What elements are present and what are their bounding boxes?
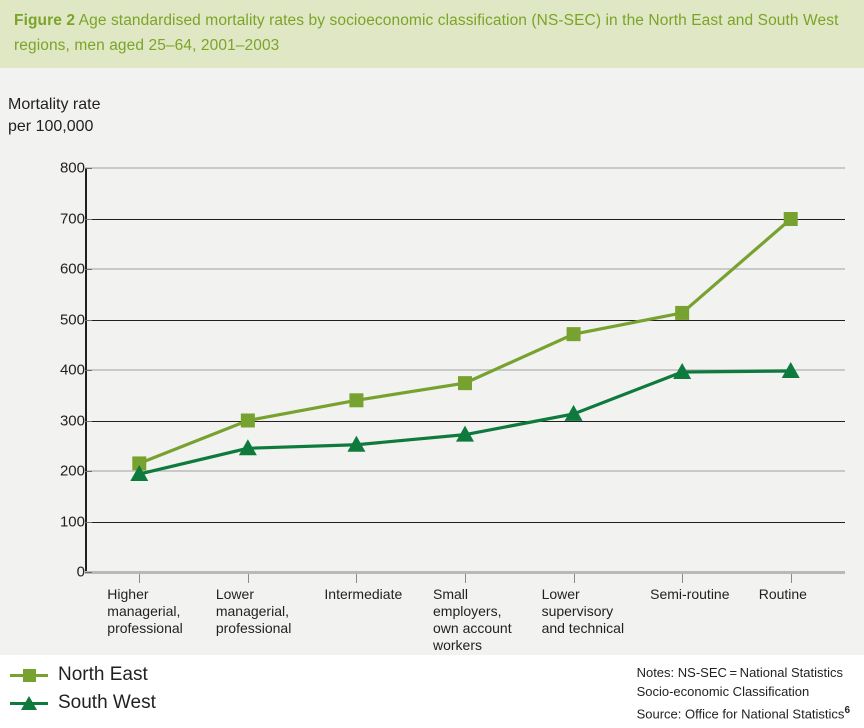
y-tick-label-600: 600 (59, 260, 85, 278)
data-point-south-west-1 (238, 439, 257, 456)
y-axis-title-line2: per 100,000 (8, 118, 94, 135)
data-point-north-east-2 (349, 393, 364, 408)
y-tick-label-800: 800 (59, 159, 85, 177)
y-tick-mark-600 (85, 269, 92, 270)
data-point-south-west-6 (781, 362, 800, 379)
legend-label-south-west: South West (58, 692, 156, 713)
y-tick-label-700: 700 (59, 210, 85, 227)
x-tick-mark-3 (465, 574, 466, 583)
y-tick-mark-0 (85, 572, 92, 573)
data-point-south-west-0 (130, 465, 149, 482)
x-category-label-6: Routine (758, 586, 807, 602)
x-category-label-5: Semi-routine (650, 586, 730, 602)
chart-footer: North East South West Notes: NS-SEC = Na… (0, 655, 864, 728)
x-category-label-1: Lower managerial, professional (215, 586, 292, 636)
x-tick-mark-1 (247, 574, 249, 583)
y-tick-label-200: 200 (59, 462, 85, 480)
source-reference-number: 6 (844, 705, 850, 716)
chart-plot-region: Mortality rate per 100,000 0 100 200 300 400… (0, 68, 864, 655)
legend-label-north-east: North East (58, 664, 148, 685)
x-tick-mark-2 (356, 574, 358, 583)
x-tick-mark-0 (139, 574, 141, 583)
legend-marker-triangle-icon (10, 694, 48, 712)
data-point-south-west-5 (673, 363, 692, 380)
x-axis-line (85, 571, 845, 574)
y-axis-title-line1: Mortality rate (8, 96, 101, 113)
y-tick-mark-800 (85, 168, 92, 169)
x-category-label-4: Lower supervisory and technical (541, 586, 625, 636)
y-tick-label-500: 500 (59, 311, 85, 328)
chart-legend: North East South West (10, 661, 156, 717)
x-tick-mark-6 (790, 574, 792, 583)
y-tick-mark-300 (85, 420, 92, 422)
figure-title: Figure 2 Age standardised mortality rate… (14, 8, 850, 58)
chart-notes: Notes: NS-SEC = National Statistics Soci… (637, 663, 850, 723)
x-axis-category-labels: Higher managerial, professional Lower man… (85, 586, 864, 656)
y-tick-mark-500 (85, 319, 92, 321)
figure-title-text: Age standardised mortality rates by soci… (14, 12, 839, 54)
y-tick-label-0: 0 (76, 563, 85, 581)
y-tick-label-300: 300 (59, 412, 85, 429)
gridline-100 (85, 521, 845, 523)
y-tick-mark-200 (85, 471, 92, 472)
data-series-layer (130, 212, 800, 482)
data-point-north-east-6 (783, 212, 798, 227)
gridline-700 (85, 218, 845, 220)
legend-item-north-east: North East (10, 661, 156, 689)
data-point-north-east-1 (240, 413, 255, 428)
notes-line-3: Source: Office for National Statistics6 (637, 701, 850, 723)
x-axis-ticks (85, 574, 845, 584)
data-point-north-east-0 (132, 456, 147, 471)
x-category-label-0: Higher managerial, professional (107, 586, 183, 636)
data-point-south-west-3 (456, 425, 474, 442)
gridline-600 (85, 268, 845, 270)
gridline-300 (85, 420, 845, 422)
y-axis-ticks: 0 100 200 300 400 500 600 700 800 (31, 160, 92, 581)
y-axis-title: Mortality rate per 100,000 (8, 94, 100, 138)
gridline-400 (85, 369, 845, 371)
data-point-north-east-5 (675, 305, 690, 320)
gridline-800 (85, 167, 845, 169)
data-point-south-west-2 (347, 435, 366, 452)
y-tick-mark-700 (85, 218, 92, 220)
y-tick-label-400: 400 (59, 361, 85, 379)
gridline-200 (85, 470, 845, 472)
x-tick-mark-4 (573, 574, 575, 583)
gridline-500 (85, 319, 845, 321)
data-point-north-east-3 (458, 376, 472, 391)
y-axis-line (85, 168, 87, 574)
source-text: Source: Office for National Statistics (636, 706, 845, 722)
y-tick-label-100: 100 (59, 513, 85, 530)
x-category-label-2: Intermediate (324, 586, 403, 602)
legend-marker-square-icon (10, 666, 48, 684)
y-tick-mark-100 (85, 521, 92, 523)
notes-line-1: Notes: NS-SEC = National Statistics (636, 665, 843, 680)
data-point-south-west-4 (564, 404, 583, 421)
figure-number: Figure 2 (14, 12, 76, 29)
notes-line-2: Socio-economic Classification (636, 684, 810, 699)
data-point-north-east-4 (566, 327, 581, 342)
figure-header-band: Figure 2 Age standardised mortality rate… (0, 0, 864, 68)
x-category-label-3: Small employers, own account workers (433, 586, 512, 653)
legend-item-south-west: South West (10, 689, 156, 717)
x-tick-mark-5 (682, 574, 684, 583)
y-tick-mark-400 (85, 370, 92, 371)
